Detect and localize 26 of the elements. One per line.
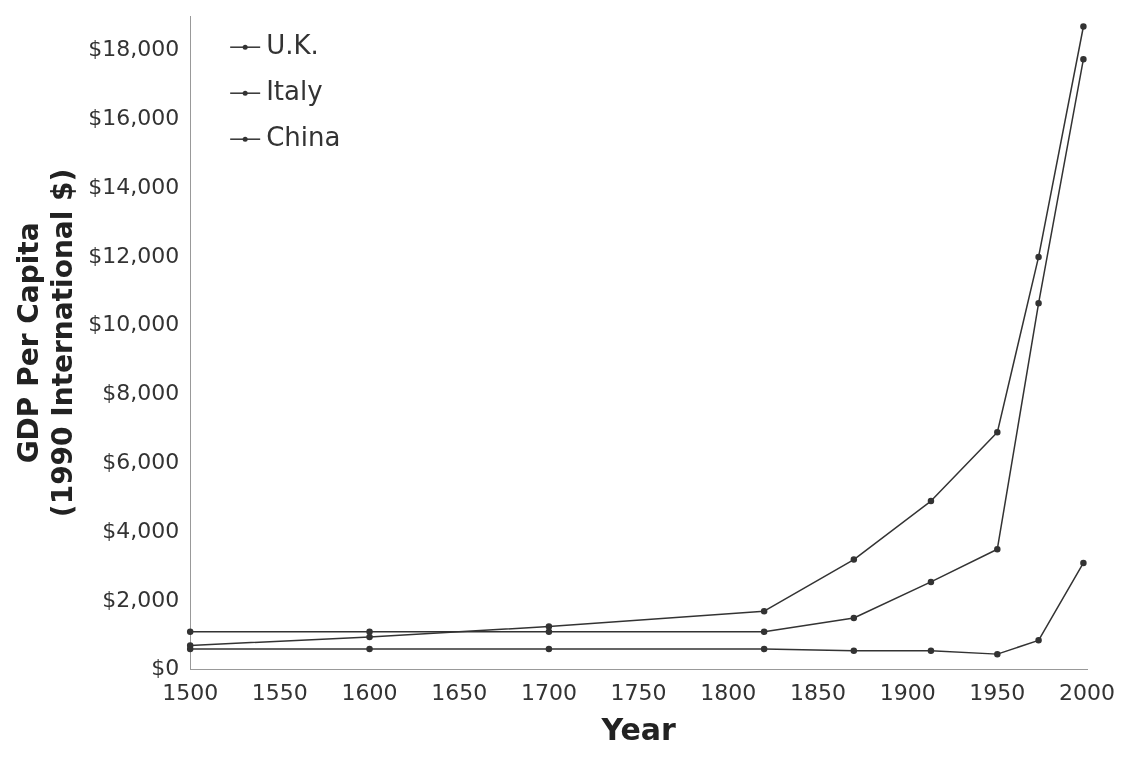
y-tick-label: $14,000	[88, 173, 180, 199]
x-tick-label: 1550	[251, 679, 308, 705]
x-tick-label: 1600	[341, 679, 398, 705]
x-tick-label: 1500	[162, 679, 219, 705]
y-tick-label: $4,000	[102, 517, 180, 543]
x-tick-label: 1650	[431, 679, 488, 705]
y-tick-label: $0	[151, 655, 180, 681]
legend-label: Italy	[266, 75, 323, 106]
y-tick-label: $2,000	[102, 586, 180, 612]
y-tick-label: $16,000	[88, 105, 180, 131]
legend-label: China	[266, 121, 341, 152]
y-axis-title: GDP Per Capita (1990 International $)	[12, 168, 79, 518]
x-tick-label: 1950	[969, 679, 1026, 705]
x-tick-label: 1750	[610, 679, 667, 705]
y-tick-label: $10,000	[88, 311, 180, 337]
x-tick-label: 1800	[700, 679, 757, 705]
x-tick-label: 1700	[520, 679, 577, 705]
x-tick-label: 1850	[789, 679, 846, 705]
y-tick-label: $12,000	[88, 242, 180, 268]
y-tick-label: $6,000	[102, 448, 180, 474]
legend-label: U.K.	[266, 29, 319, 60]
x-axis-title: Year	[600, 711, 676, 747]
y-tick-label: $8,000	[102, 380, 180, 406]
x-tick-label: 1900	[879, 679, 936, 705]
x-tick-label: 2000	[1059, 679, 1115, 705]
y-tick-label: $18,000	[88, 36, 180, 62]
